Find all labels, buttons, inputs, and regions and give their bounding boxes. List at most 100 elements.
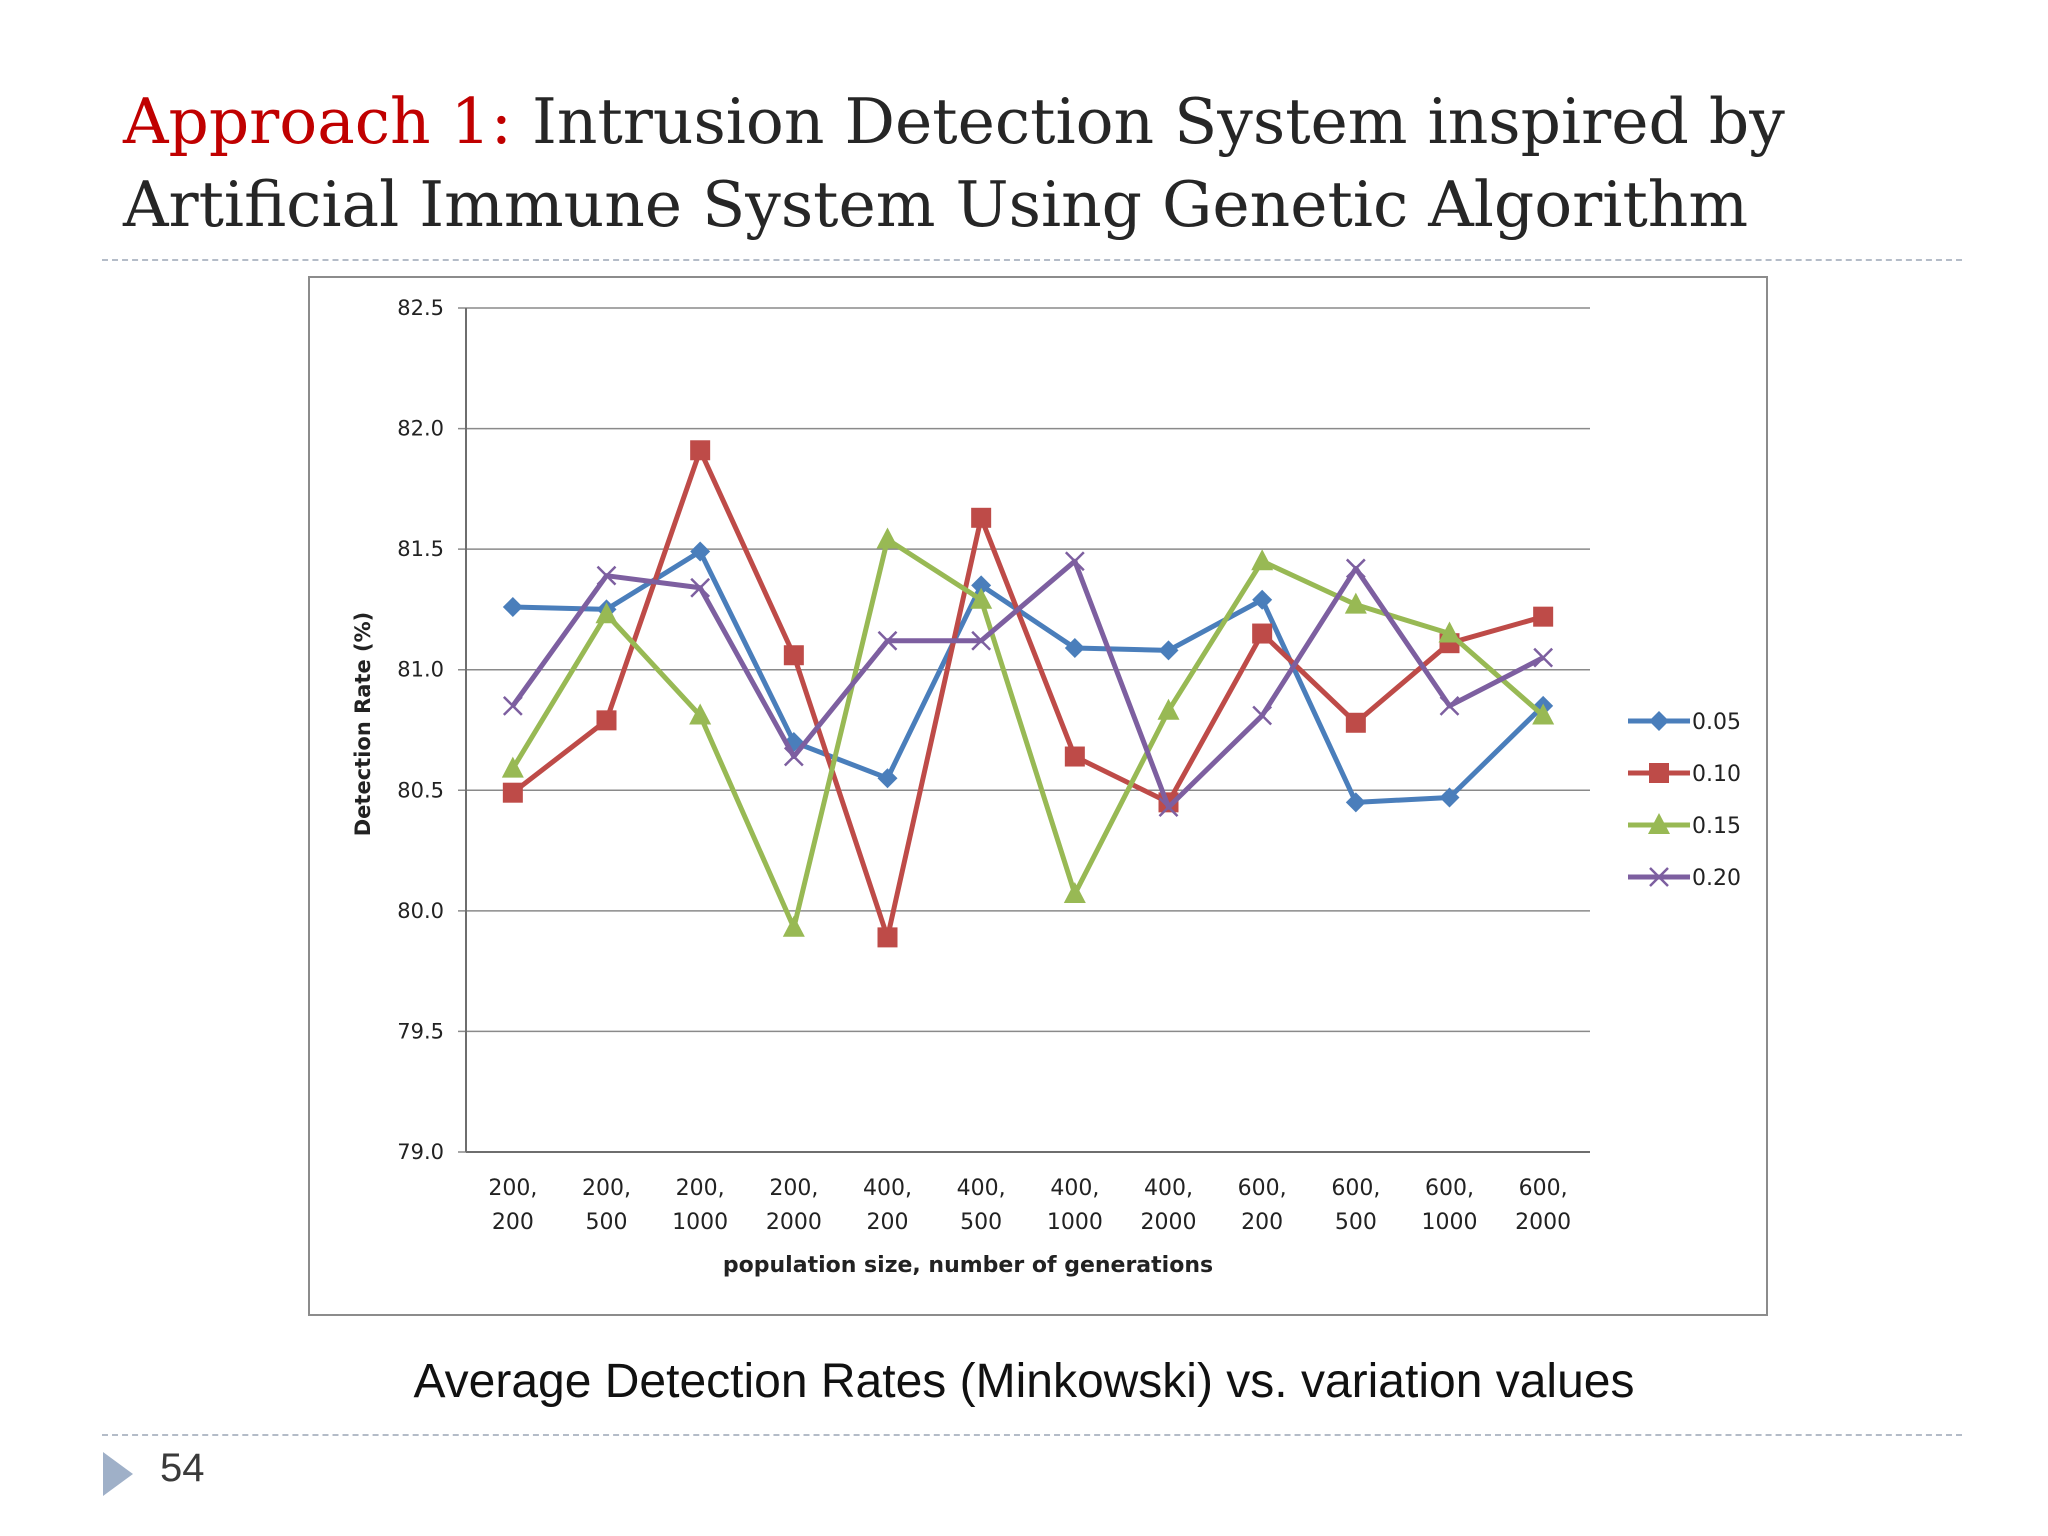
title-line1-rest: Intrusion Detection System inspired by [511,85,1785,158]
x-axis-title: population size, number of generations [723,1253,1213,1278]
x-tick-label: 200, [488,1176,537,1201]
data-point [1533,647,1554,668]
data-point [1533,606,1554,627]
data-point [877,768,898,789]
title-divider [102,259,1962,261]
footer-divider [102,1434,1962,1436]
x-tick-label: 500 [1335,1210,1377,1235]
x-tick-label: 500 [960,1210,1002,1235]
data-point [690,541,711,562]
x-tick-label: 600, [1331,1176,1380,1201]
data-point [502,597,523,618]
data-point [1064,746,1085,767]
y-axis-title: Detection Rate (%) [351,612,375,837]
data-point [876,527,899,549]
data-point [782,915,805,937]
x-tick-label: 400, [1144,1176,1193,1201]
legend-marker [1649,867,1669,887]
x-tick-label: 600, [1425,1176,1474,1201]
chart-frame: 82.5 82.0 81.5 81.0 80.5 80.0 79.5 79.0 200, 200 2… [308,276,1768,1316]
y-tick-label: 80.0 [397,899,444,923]
data-point [783,645,804,666]
data-point [501,756,524,778]
x-tick-label: 1000 [672,1210,728,1235]
y-tick-label: 79.0 [397,1140,444,1164]
series-line-0.20 [510,558,1545,810]
data-point [596,565,617,586]
x-tick-label: 2000 [766,1210,822,1235]
series-line-0.05 [512,549,1545,805]
line-chart: 82.5 82.0 81.5 81.0 80.5 80.0 79.5 79.0 200, 200 2… [351,296,1741,1278]
y-tick-label: 81.5 [397,537,444,561]
title-line2: Artificial Immune System Using Genetic A… [123,168,1749,241]
data-point [1251,549,1274,571]
x-tick-label: 400, [863,1176,912,1201]
x-tick-label: 500 [586,1210,628,1235]
x-tick-label: 1000 [1422,1210,1478,1235]
x-tick-label: 400, [1050,1176,1099,1201]
data-point [1252,705,1273,726]
x-tick-label: 600, [1238,1176,1287,1201]
data-point [971,630,992,651]
data-point [1064,551,1085,572]
data-point [1252,623,1273,644]
data-point [783,746,804,767]
legend-marker [1648,813,1670,834]
x-tick-label: 200, [582,1176,631,1201]
legend-label: 0.05 [1692,710,1741,735]
y-tick-label: 82.0 [397,417,444,441]
triangle-bullet-icon [103,1452,133,1496]
data-point [1345,558,1366,579]
x-tick-label: 200 [1241,1210,1283,1235]
x-tick-label: 2000 [1515,1210,1571,1235]
y-tick-label: 79.5 [397,1019,444,1043]
chart-caption: Average Detection Rates (Minkowski) vs. … [413,1355,1635,1408]
data-point [690,440,711,461]
data-point [1344,592,1367,614]
x-tick-label: 200, [676,1176,725,1201]
legend-label: 0.20 [1692,866,1741,891]
data-point [1252,589,1273,610]
x-tick-label: 1000 [1047,1210,1103,1235]
data-point [970,587,993,609]
data-point [1345,792,1366,813]
x-tick-label: 200, [769,1176,818,1201]
slide-number: 54 [160,1446,205,1490]
data-point [1439,696,1460,716]
slide-title: Approach 1: Intrusion Detection System i… [123,80,1983,246]
data-point [502,696,523,716]
y-tick-label: 82.5 [397,296,444,320]
x-tick-label: 200 [867,1210,909,1235]
data-point [596,710,617,731]
data-point [1063,881,1086,903]
data-point [1064,638,1085,659]
x-tick-label: 200 [492,1210,534,1235]
legend-label: 0.10 [1692,762,1741,787]
legend-marker [1649,763,1669,783]
data-point [971,575,992,596]
data-point [1158,640,1179,661]
data-point [1157,698,1180,720]
title-accent: Approach 1: [123,85,512,158]
data-point [1345,712,1366,733]
x-tick-label: 2000 [1141,1210,1197,1235]
data-point [502,782,523,803]
data-point [689,703,712,725]
data-point [1532,703,1555,725]
data-point [971,507,992,528]
data-point [877,927,898,948]
data-point [1158,797,1179,818]
x-tick-label: 400, [957,1176,1006,1201]
legend-marker [1649,711,1669,731]
data-point [595,602,618,624]
y-tick-label: 81.0 [397,658,444,682]
series-line-0.10 [511,447,1544,940]
data-point [1439,787,1460,808]
data-point [690,577,711,598]
data-point [877,630,898,651]
data-point [1438,621,1461,643]
x-tick-label: 600, [1519,1176,1568,1201]
series-line-0.15 [510,536,1545,931]
y-tick-label: 80.5 [397,778,444,802]
legend-label: 0.15 [1692,814,1741,839]
